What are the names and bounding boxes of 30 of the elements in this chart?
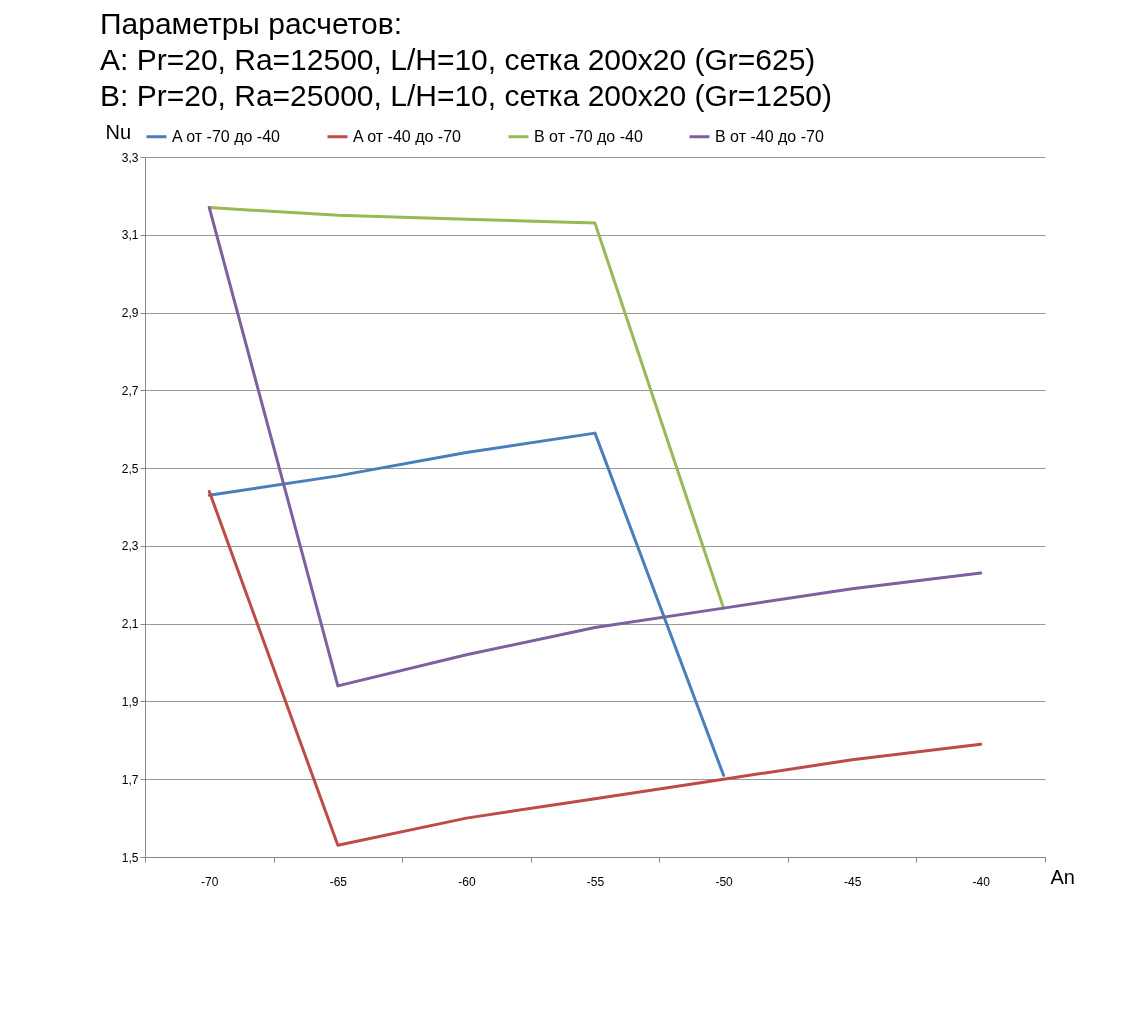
y-tick-label: 1,9 [121,694,139,709]
y-tick-label: 2,9 [121,306,139,321]
x-tick-label: -45 [843,874,862,889]
x-tick-label: -40 [972,874,991,889]
text: A: Pr=20, Ra=12500, L/H=10, сетка 200x20 (Gr=625) [100,43,816,76]
line-series [207,206,983,688]
line-series [207,489,983,847]
y-tick-label: 3,3 [121,150,139,165]
y-tick-label: 2,7 [121,383,139,398]
legend-label: B от -70 до -40 [534,127,643,145]
text: Параметры расчетов: [100,7,402,40]
y-tick-label: 3,1 [121,228,139,243]
x-tick-label: -65 [329,874,348,889]
y-tick-label: 1,7 [121,772,139,787]
text: B: Pr=20, Ra=25000, L/H=10, сетка 200x20 (Gr=1250) [100,79,832,112]
y-tick-label: 2,3 [121,539,139,554]
x-axis-title: An [1050,865,1075,888]
legend-label: A от -70 до -40 [172,127,281,145]
x-tick-label: -70 [201,874,219,889]
y-tick-label: 2,5 [121,461,139,476]
line-series [207,206,726,610]
y-tick-label: 1,5 [121,850,139,865]
y-tick-label: 2,1 [121,617,139,632]
legend-label: B от -40 до -70 [715,127,824,145]
line-series [207,431,726,777]
legend-label: A от -40 до -70 [353,127,462,145]
y-axis-title: Nu [105,120,132,143]
x-tick-label: -60 [458,874,476,889]
x-tick-label: -55 [586,874,605,889]
x-tick-label: -50 [715,874,734,889]
